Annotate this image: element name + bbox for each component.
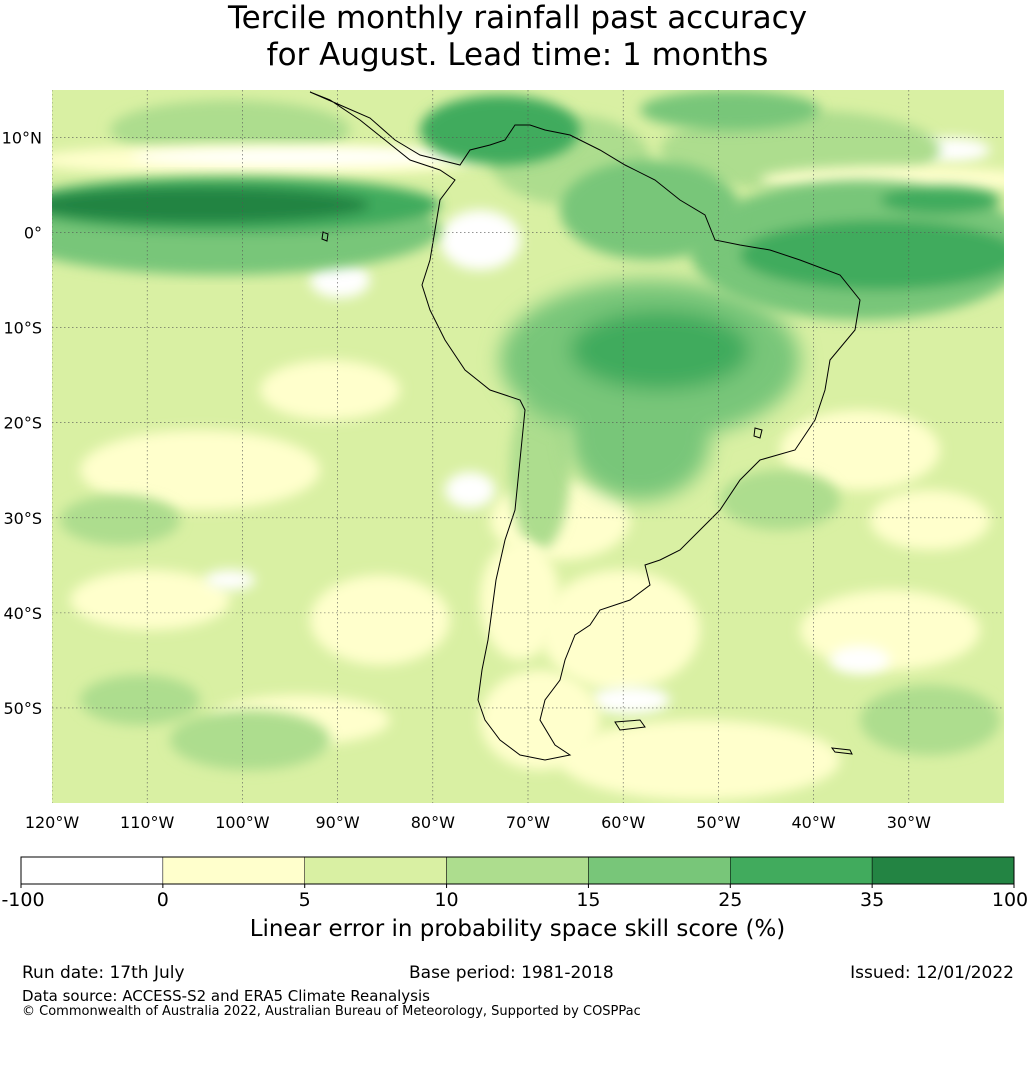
- base-period: Base period: 1981-2018: [409, 963, 614, 983]
- map-title: Tercile monthly rainfall past accuracy f…: [0, 0, 1035, 74]
- lon-label: 50°W: [696, 813, 740, 832]
- lon-label: 80°W: [411, 813, 455, 832]
- lon-label: 120°W: [25, 813, 80, 832]
- colorbar-segment: [871, 856, 1015, 885]
- colorbar-segment: [304, 856, 447, 885]
- data-source: Data source: ACCESS-S2 and ERA5 Climate …: [22, 987, 430, 1005]
- title-line-2: for August. Lead time: 1 months: [266, 37, 769, 73]
- colorbar: [20, 856, 1015, 885]
- lon-label: 30°W: [887, 813, 931, 832]
- lon-label: 60°W: [601, 813, 645, 832]
- lat-label: 40°S: [3, 604, 42, 623]
- colorbar-tick-label: 5: [299, 889, 311, 911]
- colorbar-tick-label: 0: [157, 889, 169, 911]
- copyright: © Commonwealth of Australia 2022, Austra…: [22, 1004, 641, 1019]
- colorbar-segment: [162, 856, 305, 885]
- colorbar-tick-label: 100: [992, 889, 1028, 911]
- colorbar-label: Linear error in probability space skill …: [249, 916, 786, 942]
- coastline: [309, 91, 861, 761]
- colorbar-segment: [446, 856, 589, 885]
- latitude-labels: 10°N 0° 10°S 20°S 30°S 40°S 50°S: [2, 129, 42, 718]
- colorbar-segment: [588, 856, 731, 885]
- lat-label: 20°S: [3, 414, 42, 433]
- colorbar-tick-label: 35: [860, 889, 884, 911]
- colorbar-segment: [20, 856, 164, 885]
- colorbar-tick-label: 25: [718, 889, 742, 911]
- run-date: Run date: 17th July: [22, 963, 185, 983]
- skill-field: [52, 90, 1004, 803]
- lat-label: 10°N: [2, 129, 42, 148]
- graticule: [52, 90, 1004, 803]
- colorbar-segment: [730, 856, 873, 885]
- lon-label: 110°W: [120, 813, 175, 832]
- colorbar-tick-labels: -100 0 5 10 15 25 35 100: [1, 884, 1028, 911]
- lat-label: 50°S: [3, 699, 42, 718]
- lat-label: 30°S: [3, 509, 42, 528]
- colorbar-tick-label: 15: [576, 889, 600, 911]
- title-line-1: Tercile monthly rainfall past accuracy: [227, 0, 808, 36]
- lat-label: 10°S: [3, 319, 42, 338]
- colorbar-outline: [20, 856, 1015, 885]
- lat-label: 0°: [24, 224, 42, 243]
- colorbar-tick-label: -100: [1, 889, 44, 911]
- issued-date: Issued: 12/01/2022: [850, 963, 1014, 983]
- colorbar-tick-label: 10: [434, 889, 458, 911]
- lon-label: 100°W: [215, 813, 270, 832]
- lon-label: 70°W: [506, 813, 550, 832]
- lon-label: 90°W: [316, 813, 360, 832]
- longitude-labels: 120°W 110°W 100°W 90°W 80°W 70°W 60°W 50°W 40°W 3…: [25, 813, 931, 832]
- lon-label: 40°W: [792, 813, 836, 832]
